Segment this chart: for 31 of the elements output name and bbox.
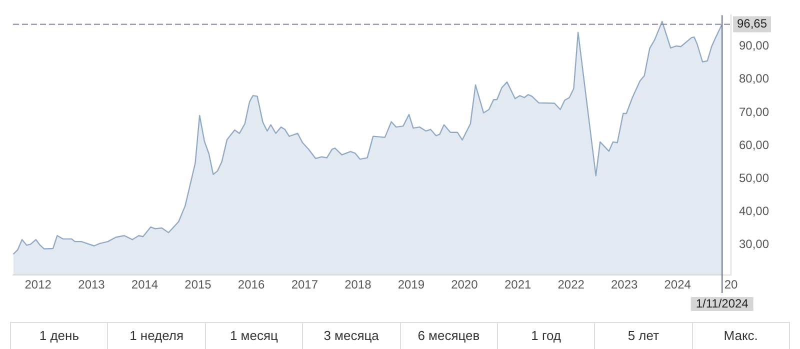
text: 1 год: [496, 323, 594, 349]
y-tick-label: 80,00: [739, 72, 770, 86]
y-tick-label: 50,00: [739, 171, 770, 186]
text: 6 месяцев: [400, 323, 497, 349]
text: 3 месяца: [302, 323, 400, 349]
x-tick-label: 2024: [664, 278, 692, 292]
y-tick-label: 70,00: [739, 104, 770, 119]
x-tick-label: 2019: [398, 278, 425, 292]
text: Макс.: [692, 323, 789, 349]
ref-line-label: 1/11/2024: [696, 296, 749, 310]
text: 1 день: [38, 327, 80, 345]
y-tick-label: 90,00: [739, 38, 770, 53]
text: 1 месяц: [204, 323, 302, 349]
x-tick-label: 2020: [451, 278, 478, 292]
x-tick-label: 2012: [24, 278, 52, 292]
y-tick-label: 30,00: [739, 237, 770, 252]
x-tick-label: 2022: [558, 278, 585, 292]
x-tick-label: 20: [724, 278, 738, 292]
y-tick-label: 60,00: [739, 138, 770, 152]
y-tick-label: 40,00: [739, 204, 770, 218]
x-tick-label: 2021: [504, 278, 532, 292]
ref-line-label: 96,65: [737, 16, 768, 31]
x-tick-label: 2015: [184, 278, 212, 292]
x-tick-label: 2017: [291, 278, 318, 292]
x-tick-label: 2018: [344, 278, 372, 292]
x-tick-label: 2013: [78, 278, 106, 292]
x-tick-label: 2016: [238, 278, 265, 292]
text: 1 неделя: [107, 323, 205, 349]
text: 5 лет: [594, 323, 692, 349]
x-tick-label: 2023: [610, 278, 638, 292]
x-tick-label: 2014: [131, 278, 158, 292]
